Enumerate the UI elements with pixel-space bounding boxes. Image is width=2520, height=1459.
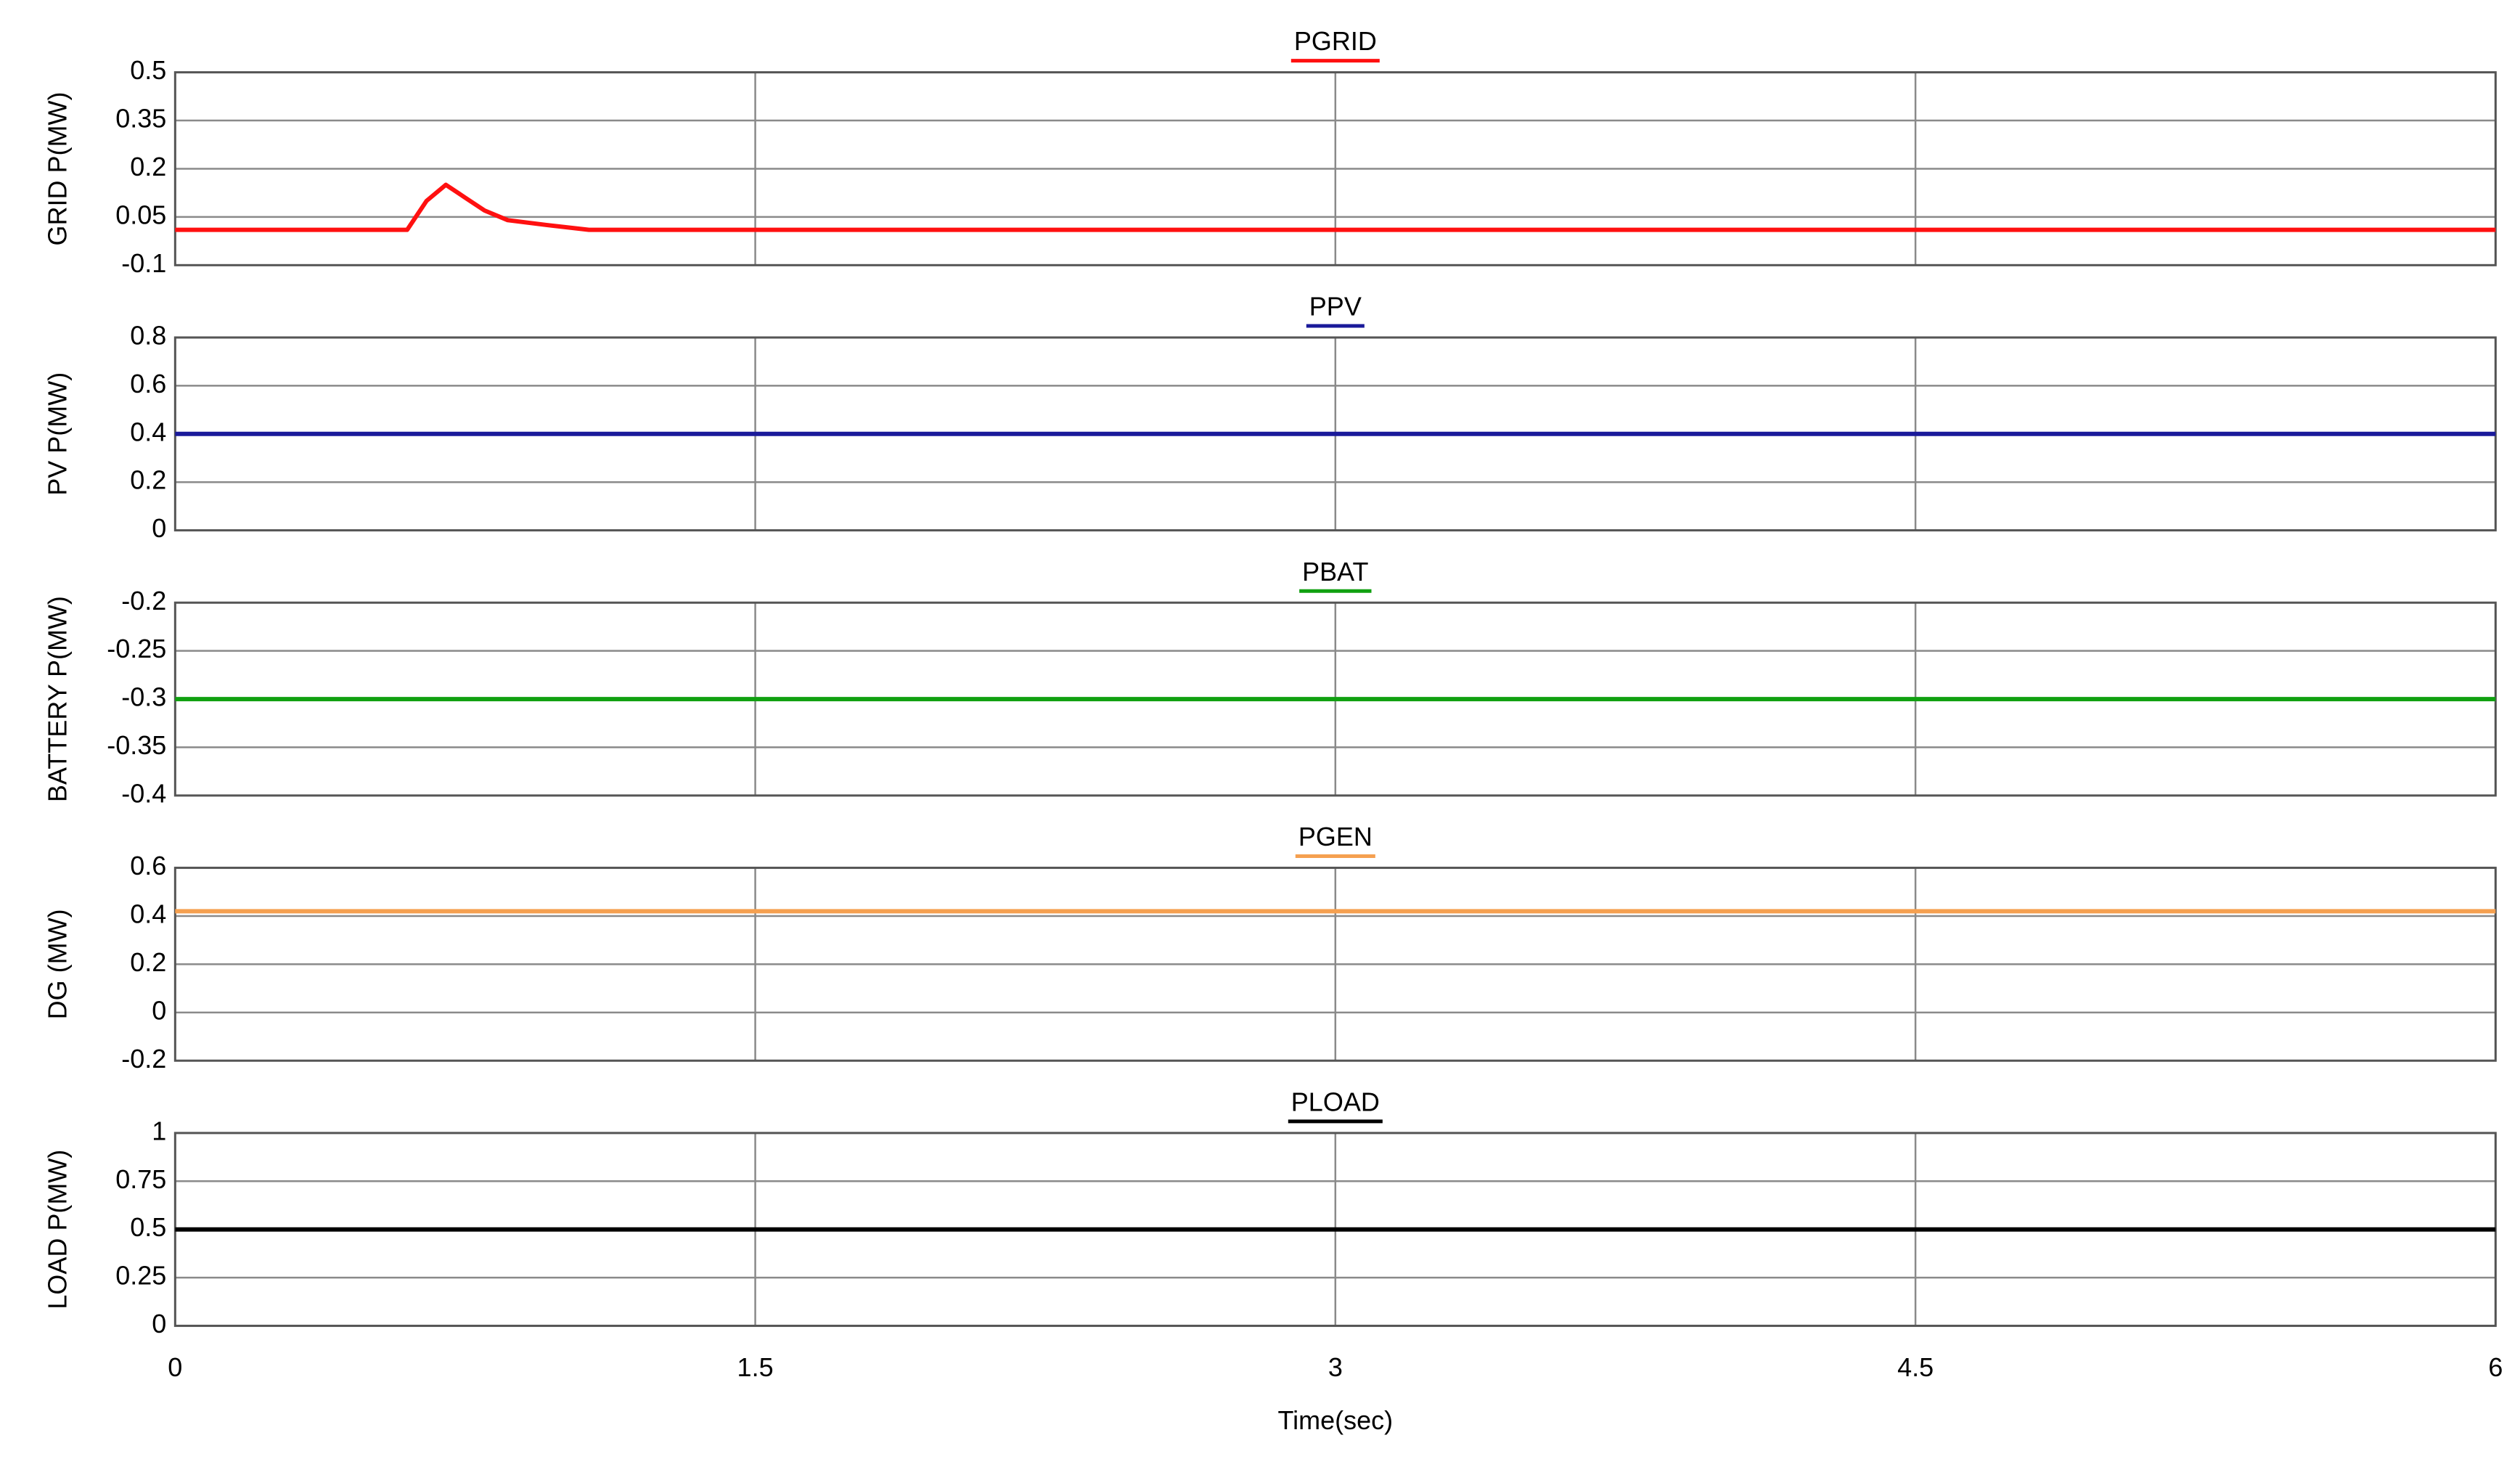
- x-tick-label: 6: [2488, 1352, 2503, 1382]
- plot-frame: [173, 867, 2497, 1062]
- y-tick-label: 0.35: [115, 104, 166, 134]
- y-tick-label: 0.4: [130, 899, 166, 928]
- y-axis-label: PV P(MW): [43, 372, 73, 496]
- y-tick-label: -0.2: [121, 1044, 166, 1074]
- chart-title: PPV: [1309, 291, 1362, 321]
- y-tick-label: 0.6: [130, 851, 166, 880]
- x-axis-label: Time(sec): [1277, 1405, 1393, 1435]
- y-tick-label: 0.5: [130, 1212, 166, 1242]
- data-line: [175, 182, 2496, 232]
- y-tick-label: -0.1: [121, 248, 166, 278]
- plot-frame: [173, 71, 2497, 266]
- y-axis-label: LOAD P(MW): [43, 1150, 73, 1309]
- y-tick-label: 0.8: [130, 320, 166, 350]
- y-tick-label: -0.4: [121, 778, 166, 808]
- x-tick-label: 3: [1328, 1352, 1343, 1382]
- y-tick-label: 0: [152, 995, 166, 1025]
- chart-title: PGEN: [1298, 822, 1372, 851]
- y-axis-label: BATTERY P(MW): [43, 596, 73, 802]
- y-tick-label: 0.4: [130, 417, 166, 446]
- y-tick-label: 0.6: [130, 369, 166, 399]
- y-tick-label: -0.2: [121, 586, 166, 616]
- y-tick-label: 0.75: [115, 1164, 166, 1194]
- chart-title: PLOAD: [1291, 1087, 1380, 1116]
- y-axis-label: DG (MW): [43, 909, 73, 1019]
- chart-title: PBAT: [1302, 557, 1368, 587]
- y-tick-label: -0.3: [121, 682, 166, 712]
- y-tick-label: 0: [152, 1309, 166, 1339]
- y-tick-label: 0.25: [115, 1261, 166, 1291]
- y-tick-label: 0.2: [130, 152, 166, 181]
- x-tick-label: 0: [168, 1352, 182, 1382]
- y-tick-label: 0.2: [130, 947, 166, 977]
- y-tick-label: 0: [152, 513, 166, 543]
- y-axis-label: GRID P(MW): [43, 91, 73, 245]
- chart-title: PGRID: [1294, 26, 1377, 56]
- y-tick-label: -0.25: [107, 634, 166, 663]
- y-tick-label: 0.5: [130, 55, 166, 85]
- y-tick-label: 0.05: [115, 200, 166, 229]
- x-tick-label: 1.5: [737, 1352, 774, 1382]
- y-tick-label: 0.2: [130, 465, 166, 495]
- y-tick-label: -0.35: [107, 730, 166, 760]
- y-tick-label: 1: [152, 1116, 166, 1145]
- x-tick-label: 4.5: [1897, 1352, 1934, 1382]
